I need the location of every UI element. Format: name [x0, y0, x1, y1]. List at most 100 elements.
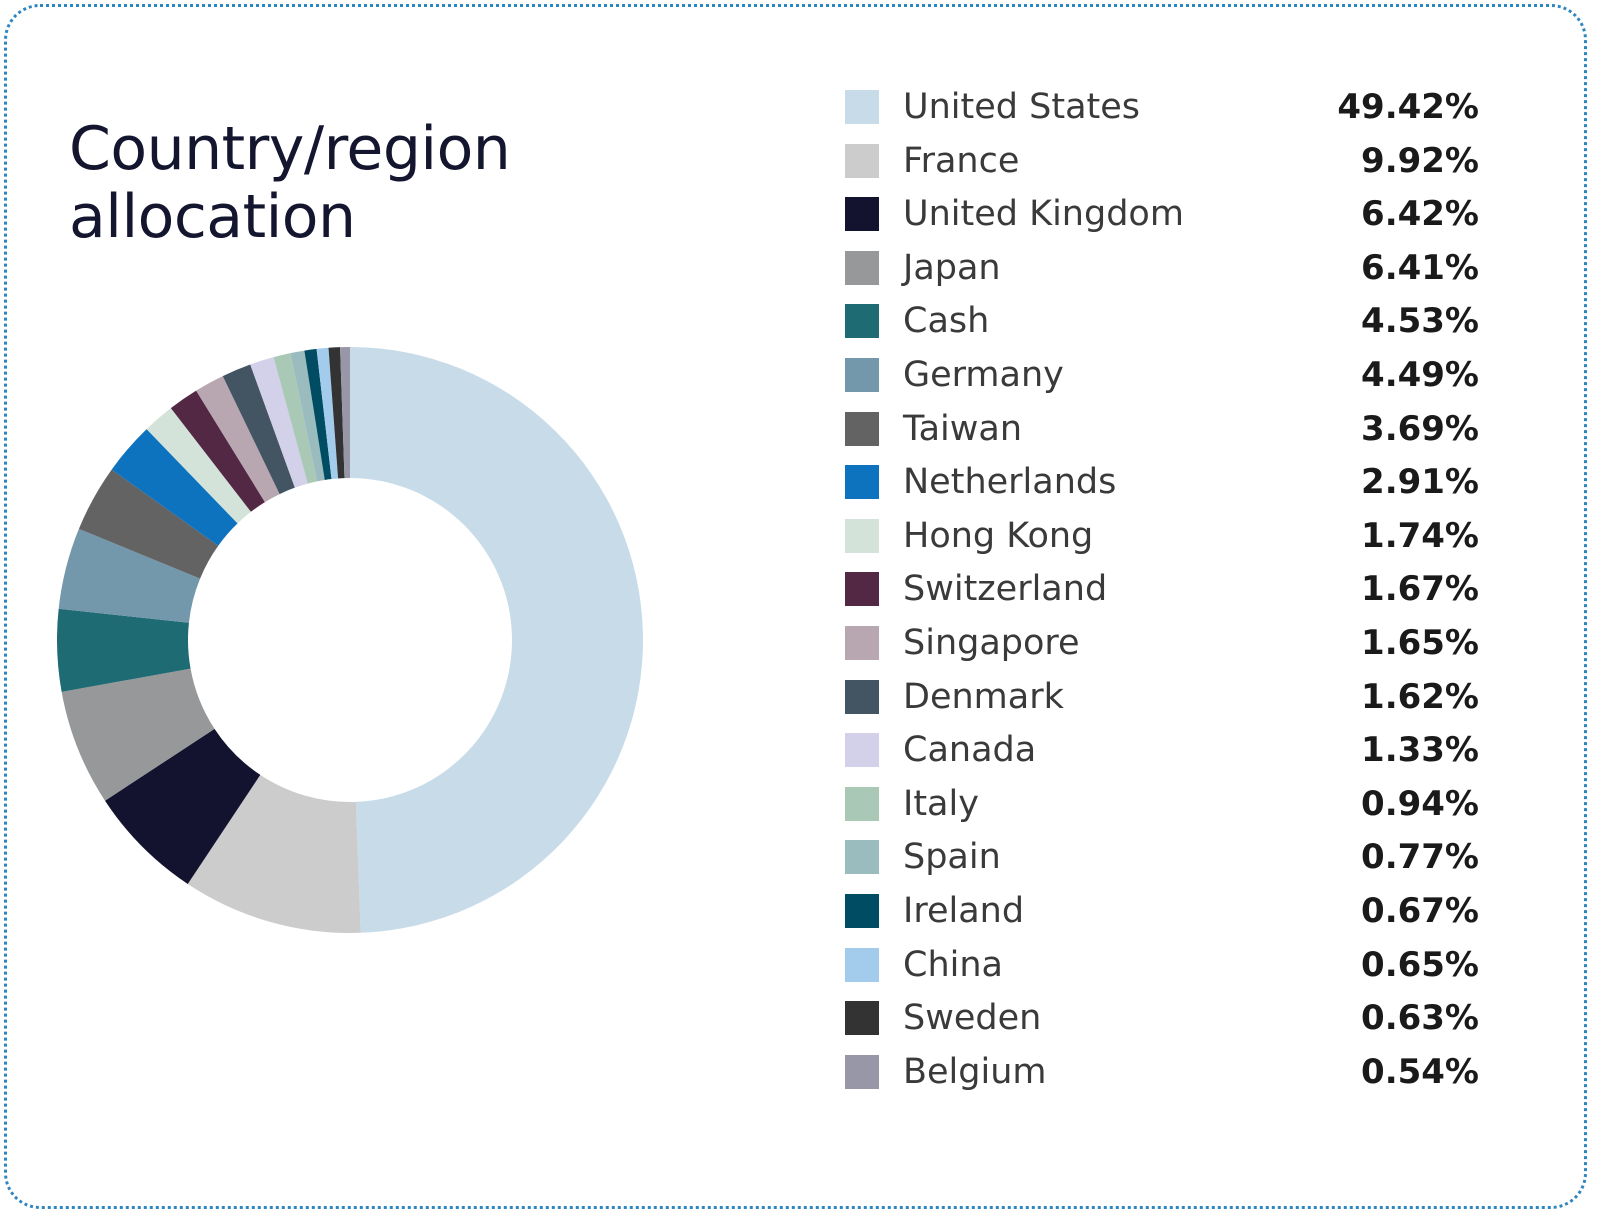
slice-netherlands — [111, 429, 238, 546]
legend-value: 3.69% — [1361, 408, 1479, 449]
slice-hong-kong — [146, 408, 251, 524]
legend-item-italy: Italy 0.94% — [845, 777, 1515, 831]
slice-ireland — [304, 348, 332, 480]
legend-value: 49.42% — [1337, 87, 1479, 127]
legend-value: 0.67% — [1361, 890, 1479, 931]
legend-value: 1.67% — [1361, 569, 1479, 610]
title-line-1: Country/region — [69, 114, 511, 184]
slice-taiwan — [78, 469, 219, 579]
legend-item-denmark: Denmark 1.62% — [845, 670, 1515, 724]
legend-value: 1.65% — [1361, 622, 1479, 663]
legend-label: United States — [903, 87, 1141, 127]
slice-germany — [58, 528, 201, 623]
legend-swatch — [845, 143, 879, 178]
legend-item-netherlands: Netherlands 2.91% — [845, 455, 1515, 509]
legend-swatch — [845, 1001, 879, 1036]
slice-sweden — [328, 347, 345, 479]
legend-label: Spain — [903, 837, 1001, 878]
legend-item-switzerland: Switzerland 1.67% — [845, 562, 1515, 616]
legend-value: 6.42% — [1361, 194, 1479, 235]
slice-singapore — [196, 376, 280, 503]
legend: United States 49.42% France 9.92% United Kin… — [845, 80, 1515, 1098]
slice-switzerland — [170, 390, 265, 512]
legend-item-singapore: Singapore 1.65% — [845, 616, 1515, 670]
legend-label: Japan — [903, 247, 1001, 288]
legend-value: 1.74% — [1361, 515, 1479, 556]
legend-label: Singapore — [903, 622, 1080, 663]
legend-swatch — [845, 840, 879, 875]
legend-value: 0.65% — [1361, 944, 1479, 985]
legend-swatch — [845, 733, 879, 768]
legend-label: Canada — [903, 730, 1037, 771]
slice-belgium — [340, 347, 350, 479]
slice-canada — [250, 357, 308, 488]
legend-swatch — [845, 572, 879, 607]
legend-swatch — [845, 947, 879, 982]
legend-label: Hong Kong — [903, 515, 1094, 556]
slice-italy — [273, 353, 318, 484]
legend-swatch — [845, 90, 879, 124]
legend-item-sweden: Sweden 0.63% — [845, 991, 1515, 1045]
legend-value: 9.92% — [1361, 140, 1479, 181]
legend-item-spain: Spain 0.77% — [845, 830, 1515, 884]
legend-value: 1.62% — [1361, 676, 1479, 717]
legend-label: China — [903, 944, 1003, 985]
legend-label: Italy — [903, 783, 979, 824]
legend-swatch — [845, 197, 879, 232]
legend-swatch — [845, 679, 879, 714]
legend-label: Ireland — [903, 890, 1025, 931]
legend-label: Switzerland — [903, 569, 1108, 610]
legend-value: 4.49% — [1361, 354, 1479, 395]
legend-value: 6.41% — [1361, 247, 1479, 288]
legend-label: Germany — [903, 354, 1064, 395]
legend-label: Sweden — [903, 998, 1042, 1039]
legend-item-united-kingdom: United Kingdom 6.42% — [845, 187, 1515, 241]
slice-france — [187, 774, 361, 933]
legend-item-ireland: Ireland 0.67% — [845, 884, 1515, 938]
legend-value: 1.33% — [1361, 730, 1479, 771]
legend-item-japan: Japan 6.41% — [845, 241, 1515, 295]
legend-item-taiwan: Taiwan 3.69% — [845, 402, 1515, 456]
legend-item-cash: Cash 4.53% — [845, 294, 1515, 348]
legend-label: United Kingdom — [903, 194, 1184, 235]
legend-swatch — [845, 411, 879, 446]
legend-value: 0.54% — [1361, 1051, 1479, 1092]
legend-item-hong-kong: Hong Kong 1.74% — [845, 509, 1515, 563]
legend-swatch — [845, 1054, 879, 1089]
legend-swatch — [845, 518, 879, 553]
legend-item-france: France 9.92% — [845, 134, 1515, 188]
legend-value: 0.94% — [1361, 783, 1479, 824]
legend-swatch — [845, 465, 879, 500]
legend-swatch — [845, 304, 879, 339]
chart-card: Country/region allocation — [4, 4, 1587, 1209]
legend-item-belgium: Belgium 0.54% — [845, 1045, 1515, 1099]
legend-swatch — [845, 893, 879, 928]
slice-japan — [61, 668, 215, 801]
legend-label: France — [903, 140, 1020, 181]
legend-value: 0.77% — [1361, 837, 1479, 878]
legend-swatch — [845, 786, 879, 821]
legend-swatch — [845, 250, 879, 285]
legend-value: 4.53% — [1361, 301, 1479, 342]
slice-spain — [290, 350, 325, 482]
legend-label: Belgium — [903, 1051, 1047, 1092]
slice-united-states — [350, 347, 644, 933]
title-line-2: allocation — [69, 182, 356, 252]
chart-title: Country/region allocation — [69, 115, 629, 251]
legend-label: Taiwan — [903, 408, 1023, 449]
legend-label: Denmark — [903, 676, 1064, 717]
slice-cash — [57, 608, 191, 692]
legend-item-canada: Canada 1.33% — [845, 723, 1515, 777]
legend-item-china: China 0.65% — [845, 938, 1515, 992]
legend-label: Netherlands — [903, 462, 1117, 503]
legend-value: 0.63% — [1361, 998, 1479, 1039]
slice-united-kingdom — [105, 728, 261, 884]
slice-denmark — [222, 364, 295, 495]
legend-value: 2.91% — [1361, 462, 1479, 503]
legend-item-united-states: United States 49.42% — [845, 80, 1515, 134]
legend-label: Cash — [903, 301, 990, 342]
legend-item-germany: Germany 4.49% — [845, 348, 1515, 402]
legend-swatch — [845, 357, 879, 392]
slice-china — [316, 347, 339, 480]
